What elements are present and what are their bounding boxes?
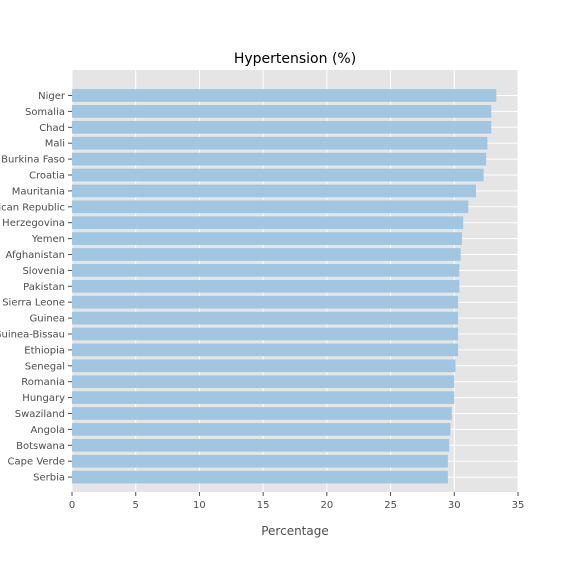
bar	[72, 407, 452, 420]
x-tick-label: 20	[320, 500, 333, 511]
bar	[72, 120, 492, 134]
y-tick-label: Hungary	[22, 393, 65, 404]
y-tick-label: Senegal	[25, 361, 65, 372]
x-axis-ticks: 0 5 10 15 20 25 30 35	[69, 492, 525, 511]
y-tick-label: Guinea	[30, 314, 65, 325]
y-tick-label: Pakistan	[23, 282, 65, 293]
y-tick-label: Yemen	[31, 234, 65, 245]
bar	[72, 359, 456, 373]
y-axis-ticks: Niger Somalia Chad Mali Burkina Faso Croatia M…	[0, 91, 72, 484]
x-tick-label: 10	[193, 500, 206, 511]
bar	[72, 391, 455, 404]
x-tick-label: 30	[448, 500, 461, 511]
chart-title: Hypertension (%)	[234, 51, 356, 67]
bar	[72, 216, 464, 230]
y-tick-label: Sierra Leone	[2, 298, 65, 309]
y-tick-label: Croatia	[29, 171, 65, 182]
y-tick-label: Cape Verde	[8, 457, 65, 468]
x-tick-label: 25	[384, 500, 397, 511]
bar	[72, 200, 469, 214]
bar	[72, 311, 459, 325]
x-tick-label: 5	[133, 500, 139, 511]
x-axis-label: Percentage	[261, 524, 329, 538]
bar	[72, 136, 488, 150]
bar	[72, 264, 460, 277]
x-tick-label: 0	[69, 500, 75, 511]
x-tick-label: 35	[512, 500, 525, 511]
y-tick-label: Afghanistan	[5, 250, 65, 261]
y-tick-label: Burkina Faso	[1, 155, 65, 166]
bar	[72, 105, 492, 118]
bar	[72, 423, 451, 436]
bar	[72, 89, 497, 102]
y-tick-label: Niger	[38, 91, 66, 102]
y-tick-label: Ethiopia	[24, 345, 65, 356]
x-tick-label: 15	[257, 500, 270, 511]
y-tick-label: Mali	[45, 139, 65, 150]
bar	[72, 279, 460, 293]
y-tick-label: Romania	[21, 377, 65, 388]
y-tick-label: Mauritania	[12, 186, 65, 197]
bar	[72, 327, 459, 341]
bar	[72, 343, 459, 357]
y-tick-label: Chad	[39, 123, 65, 134]
bar	[72, 438, 450, 452]
bar	[72, 454, 448, 468]
y-tick-label: Slovenia	[22, 266, 65, 277]
bar	[72, 375, 455, 389]
bar	[72, 152, 487, 166]
y-tick-label: Botswana	[16, 441, 65, 452]
bar	[72, 232, 462, 245]
bar	[72, 470, 448, 484]
y-tick-label: Central African Republic	[0, 202, 65, 213]
y-tick-label: Angola	[30, 425, 65, 436]
bar	[72, 248, 461, 261]
bar	[72, 168, 484, 182]
bar	[72, 295, 459, 309]
y-tick-label: Somalia	[25, 107, 65, 118]
bars-group	[72, 89, 497, 484]
bar	[72, 184, 476, 198]
y-tick-label: Swaziland	[15, 409, 65, 420]
y-tick-label: Serbia	[33, 473, 65, 484]
y-tick-label: Guinea-Bissau	[0, 330, 65, 341]
y-tick-label: Bosnia and Herzegovina	[0, 218, 65, 229]
